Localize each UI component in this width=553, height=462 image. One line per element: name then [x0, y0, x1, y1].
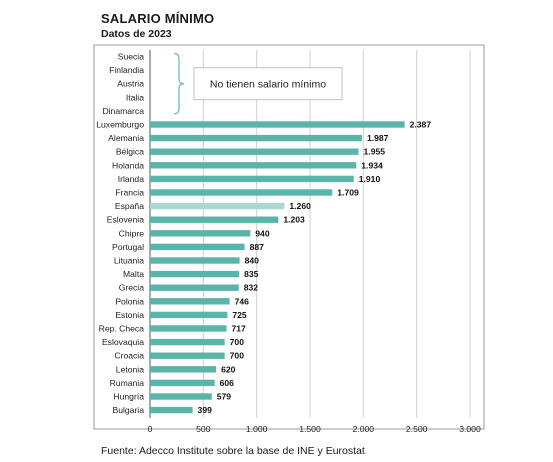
data-label: 835 [244, 269, 259, 279]
bar [150, 134, 362, 142]
x-tick-label: 0 [148, 424, 153, 434]
bar [150, 202, 285, 210]
data-label: 725 [232, 310, 247, 320]
data-label: 940 [255, 228, 270, 238]
x-tick-label: 1.000 [246, 424, 268, 434]
bar [150, 352, 225, 359]
bar [150, 325, 227, 332]
category-label: Hungría [113, 392, 144, 402]
data-label: 832 [244, 283, 259, 293]
category-label: Holanda [112, 160, 144, 170]
no-data-note-box [193, 67, 343, 101]
data-label: 1.260 [289, 201, 311, 211]
data-label: 1.709 [337, 188, 359, 198]
data-label: 2.387 [410, 120, 432, 130]
category-label: Bélgica [116, 147, 144, 157]
chart-title: SALARIO MÍNIMO [101, 11, 215, 26]
category-label: Portugal [112, 242, 144, 252]
category-label: España [115, 201, 144, 211]
category-label: Rumania [110, 378, 145, 388]
x-tick-label: 1.500 [299, 424, 321, 434]
category-label: Chipre [119, 228, 145, 238]
category-label: Austria [117, 79, 144, 89]
data-label: 840 [245, 256, 260, 266]
no-data-note: No tienen salario mínimo [210, 79, 326, 91]
no-data-brace [173, 52, 185, 115]
data-label: 700 [230, 337, 245, 347]
bar [150, 162, 357, 169]
bar [150, 379, 215, 387]
category-label: Lituania [114, 256, 144, 266]
bar [150, 121, 405, 128]
category-label: Bulgaria [112, 405, 144, 415]
bar [150, 366, 217, 373]
category-label: Polonia [115, 296, 144, 306]
category-label: Finlandia [109, 65, 144, 75]
bar [150, 243, 245, 251]
bar [150, 393, 212, 400]
bar [150, 311, 228, 319]
x-tick-label: 2.000 [353, 424, 375, 434]
data-label: 1.910 [359, 174, 381, 184]
category-label: Dinamarca [102, 106, 144, 116]
category-label: Italia [126, 92, 144, 102]
category-label: Letonia [116, 364, 144, 374]
category-label: Irlanda [118, 174, 144, 184]
bar [150, 230, 251, 237]
chart-frame [93, 44, 485, 430]
x-tick-label: 2.500 [406, 424, 428, 434]
bar [150, 148, 359, 155]
data-label: 1.203 [283, 215, 305, 225]
bar [150, 338, 225, 346]
data-label: 620 [221, 364, 236, 374]
bar [150, 189, 333, 196]
data-label: 746 [235, 296, 250, 306]
category-label: Eslovenia [107, 215, 144, 225]
bar [150, 257, 240, 264]
data-label: 579 [217, 392, 232, 402]
data-label: 1.987 [367, 133, 389, 143]
bar [150, 298, 230, 305]
data-label: 606 [220, 378, 235, 388]
chart-subtitle: Datos de 2023 [101, 28, 172, 40]
category-label: Croacia [114, 351, 144, 361]
data-label: 1.955 [364, 147, 386, 157]
bar [150, 175, 354, 183]
category-label: Luxemburgo [96, 120, 144, 130]
category-label: Francia [115, 188, 144, 198]
category-label: Malta [123, 269, 144, 279]
bar [150, 270, 240, 278]
bar [150, 216, 279, 223]
x-tick-label: 3.000 [459, 424, 481, 434]
x-tick-label: 500 [196, 424, 211, 434]
category-label: Alemania [108, 133, 144, 143]
category-label: Eslovaquia [102, 337, 144, 347]
data-label: 399 [198, 405, 213, 415]
category-label: Grecia [119, 283, 145, 293]
category-label: Rep. Checa [99, 324, 145, 334]
category-label: Suecia [118, 52, 144, 62]
data-label: 1.934 [361, 160, 383, 170]
data-label: 887 [250, 242, 265, 252]
source-note: Fuente: Adecco Institute sobre la base d… [101, 445, 365, 457]
data-label: 700 [230, 351, 245, 361]
bar [150, 406, 193, 414]
bar [150, 284, 239, 291]
data-label: 717 [231, 324, 246, 334]
category-label: Estonia [115, 310, 144, 320]
